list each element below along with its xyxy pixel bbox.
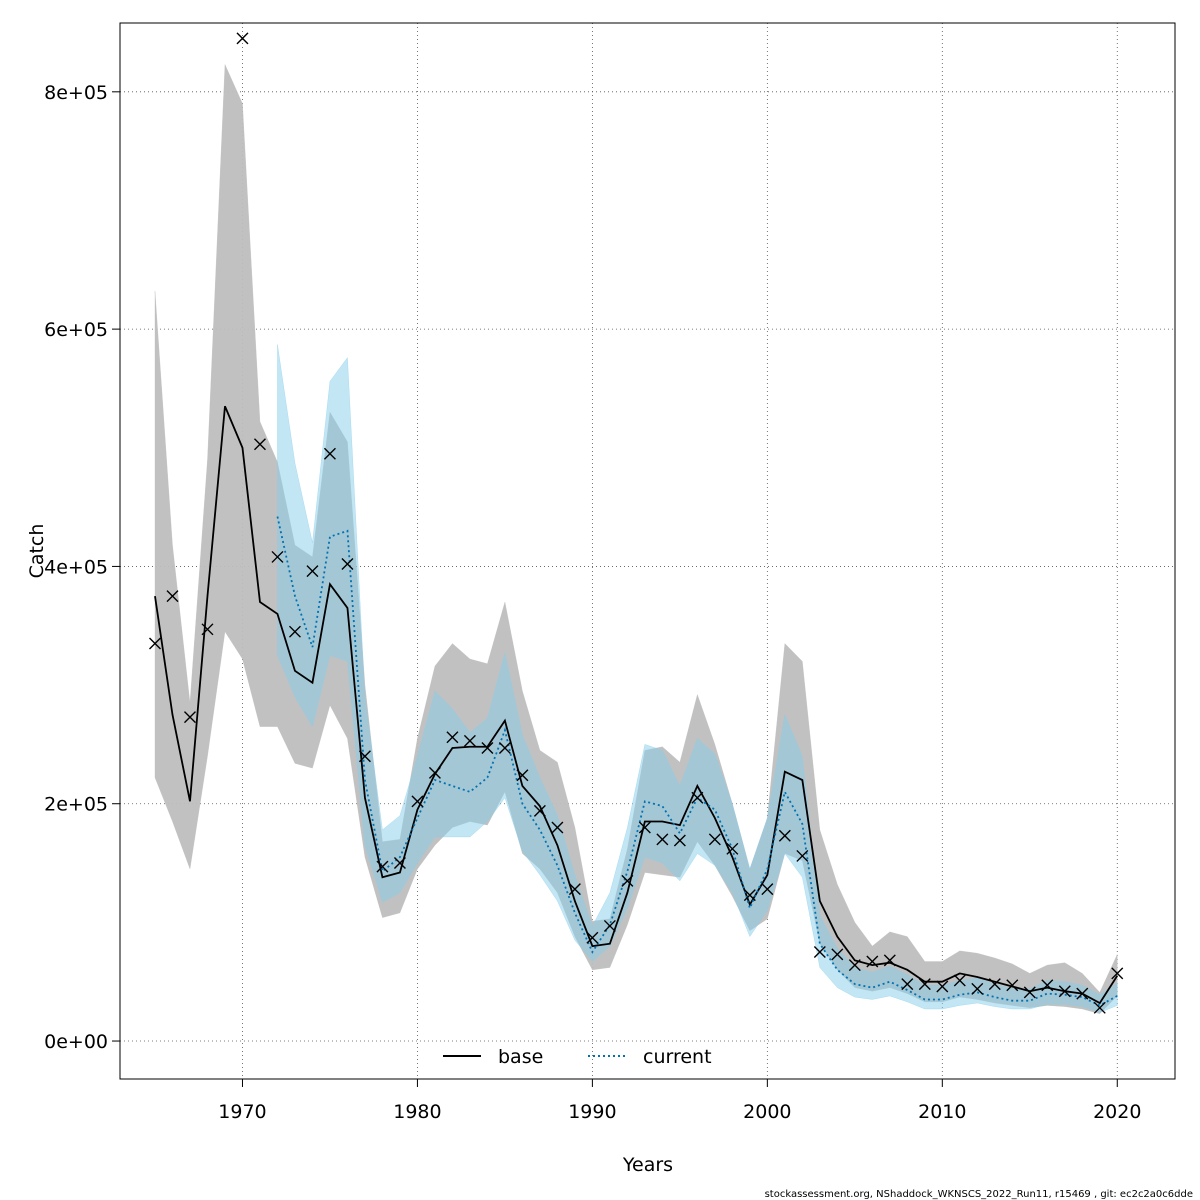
observed-point <box>936 980 949 993</box>
x-tick-label: 2020 <box>1093 1101 1141 1123</box>
observed-point <box>1041 979 1054 992</box>
observed-point <box>883 954 896 967</box>
observed-point <box>708 833 721 846</box>
observed-point <box>621 874 634 887</box>
observed-point <box>813 946 826 959</box>
observed-point <box>1111 967 1124 980</box>
observed-point <box>358 750 371 763</box>
observed-point <box>726 842 739 855</box>
observed-point <box>953 974 966 987</box>
observed-point <box>586 931 599 944</box>
observed-point <box>691 791 704 804</box>
observed-point <box>866 955 879 968</box>
confidence-bands <box>154 64 1118 1015</box>
observed-point <box>971 982 984 995</box>
observed-point <box>393 857 406 870</box>
observed-point <box>988 978 1001 991</box>
observed-point <box>533 804 546 817</box>
observed-point <box>253 438 266 451</box>
observed-point <box>481 741 494 754</box>
observed-point <box>848 959 861 972</box>
y-tick-label: 4e+05 <box>44 556 108 578</box>
observed-point <box>1093 1001 1106 1014</box>
observed-point <box>516 769 529 782</box>
observed-point <box>568 883 581 896</box>
x-tick-label: 2000 <box>743 1101 791 1123</box>
observed-point <box>1006 979 1019 992</box>
x-tick-label: 2010 <box>918 1101 966 1123</box>
legend-current-label: current <box>643 1046 712 1068</box>
observed-point <box>498 741 511 754</box>
base-line <box>154 405 1119 1005</box>
axes: 1970 1980 1990 2000 2010 2020 0e+00 2e+05 4e+05 6… <box>44 82 1141 1123</box>
observed-point <box>463 734 476 747</box>
observed-point <box>551 821 564 834</box>
observed-point <box>796 849 809 862</box>
legend-base-label: base <box>498 1046 543 1068</box>
observed-point <box>918 978 931 991</box>
y-tick-label: 0e+00 <box>44 1031 108 1053</box>
observed-point <box>778 829 791 842</box>
observed-point <box>901 978 914 991</box>
observed-point <box>323 447 336 460</box>
observed-point <box>166 590 179 603</box>
observed-point <box>341 558 354 571</box>
x-axis-title: Years <box>622 1154 673 1176</box>
observed-point <box>743 889 756 902</box>
legend: base current <box>443 1046 712 1068</box>
observed-point <box>656 833 669 846</box>
observed-point <box>603 919 616 932</box>
current-band <box>277 344 1118 1013</box>
observed-point <box>306 565 319 578</box>
observed-point <box>1076 987 1089 1000</box>
observed-point <box>1023 986 1036 999</box>
y-tick-label: 8e+05 <box>44 82 108 104</box>
observed-point <box>288 625 301 638</box>
observed-point <box>761 883 774 896</box>
y-axis-title: Catch <box>26 524 48 579</box>
observed-point <box>376 860 389 873</box>
footer-text: stockassessment.org, NShaddock_WKNSCS_20… <box>765 1189 1193 1200</box>
observed-point <box>271 550 284 563</box>
observed-point <box>673 834 686 847</box>
observed-point <box>411 795 424 808</box>
observed-point <box>831 948 844 961</box>
observed-point <box>446 731 459 744</box>
observed-point <box>236 32 249 45</box>
y-tick-label: 2e+05 <box>44 794 108 816</box>
observed-points <box>148 32 1124 1014</box>
x-tick-label: 1970 <box>218 1101 266 1123</box>
plot-frame <box>119 22 1176 1080</box>
observed-point <box>1058 985 1071 998</box>
observed-point <box>148 637 161 650</box>
y-tick-label: 6e+05 <box>44 319 108 341</box>
observed-point <box>183 711 196 724</box>
x-tick-label: 1990 <box>568 1101 616 1123</box>
observed-point <box>201 623 214 636</box>
observed-point <box>428 766 441 779</box>
x-tick-label: 1980 <box>393 1101 441 1123</box>
observed-point <box>638 821 651 834</box>
grid <box>120 23 1175 1079</box>
